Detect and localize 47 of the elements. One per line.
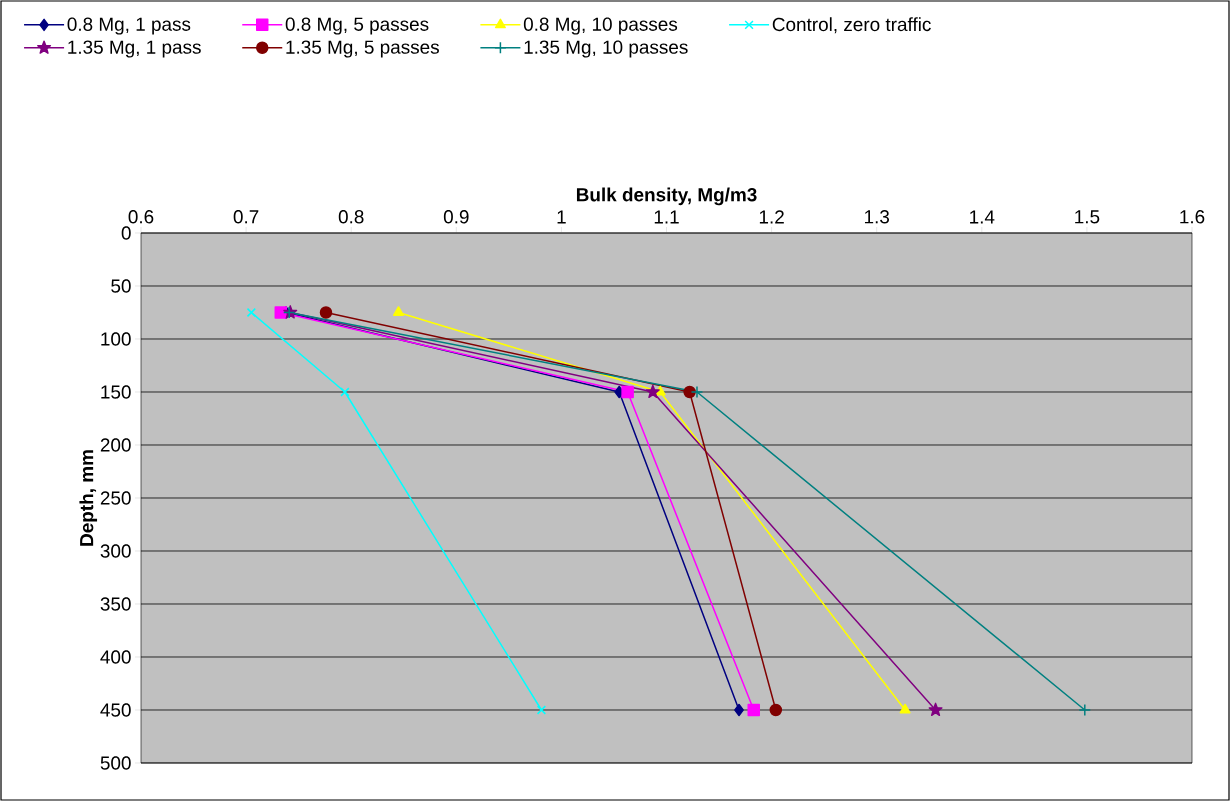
x-tick-label: 0.6 xyxy=(128,210,154,224)
legend-label: 0.8 Mg, 5 passes xyxy=(285,17,429,35)
y-tick-label: 300 xyxy=(100,544,131,558)
point xyxy=(899,703,911,714)
y-tick-label: 500 xyxy=(100,756,131,770)
x-tick-label: 0.8 xyxy=(338,210,364,224)
legend-label: 0.8 Mg, 1 pass xyxy=(67,17,191,35)
legend-label: 1.35 Mg, 1 pass xyxy=(68,40,201,58)
x-axis-title: Bulk density, Mg/m3 xyxy=(576,187,757,206)
point xyxy=(683,385,696,399)
point xyxy=(274,306,288,319)
y-tick-label: 450 xyxy=(100,703,131,717)
y-tick-label: 400 xyxy=(100,650,131,664)
point xyxy=(690,385,704,399)
y-tick-label: 350 xyxy=(100,597,131,611)
y-tick-label: 200 xyxy=(100,438,131,452)
point xyxy=(645,384,660,399)
x-tick-label: 1 xyxy=(557,210,566,224)
x-tick-label: 1.4 xyxy=(970,210,995,224)
x-tick-label: 1.5 xyxy=(1075,210,1100,224)
point xyxy=(392,306,405,316)
legend-label: 1.35 Mg, 5 passes xyxy=(286,40,439,58)
legend-label: 0.8 Mg, 10 passes xyxy=(523,17,678,35)
y-tick-label: 100 xyxy=(101,332,131,346)
point xyxy=(747,703,760,717)
point xyxy=(1078,703,1092,717)
y-tick-label: 150 xyxy=(101,385,131,399)
x-tick-label: 1.1 xyxy=(654,210,679,224)
y-tick-label: 50 xyxy=(111,279,131,293)
point xyxy=(621,385,634,399)
point xyxy=(769,703,783,717)
point xyxy=(246,307,256,318)
point xyxy=(928,702,943,717)
x-tick-label: 0.9 xyxy=(443,210,469,224)
point xyxy=(536,705,547,715)
y-tick-label: 250 xyxy=(100,491,131,505)
x-tick-label: 1.6 xyxy=(1180,210,1205,224)
legend-label: 1.35 Mg, 10 passes xyxy=(524,40,688,58)
x-tick-label: 1.3 xyxy=(864,210,890,224)
y-tick-label: 0 xyxy=(121,226,131,240)
point xyxy=(319,306,333,319)
legend-label: Control, zero traffic xyxy=(772,17,931,34)
y-axis-title: Depth, mm xyxy=(79,450,98,546)
point xyxy=(734,703,744,717)
x-tick-label: 1.2 xyxy=(759,210,784,224)
x-tick-label: 0.7 xyxy=(233,210,259,224)
point xyxy=(340,387,350,397)
